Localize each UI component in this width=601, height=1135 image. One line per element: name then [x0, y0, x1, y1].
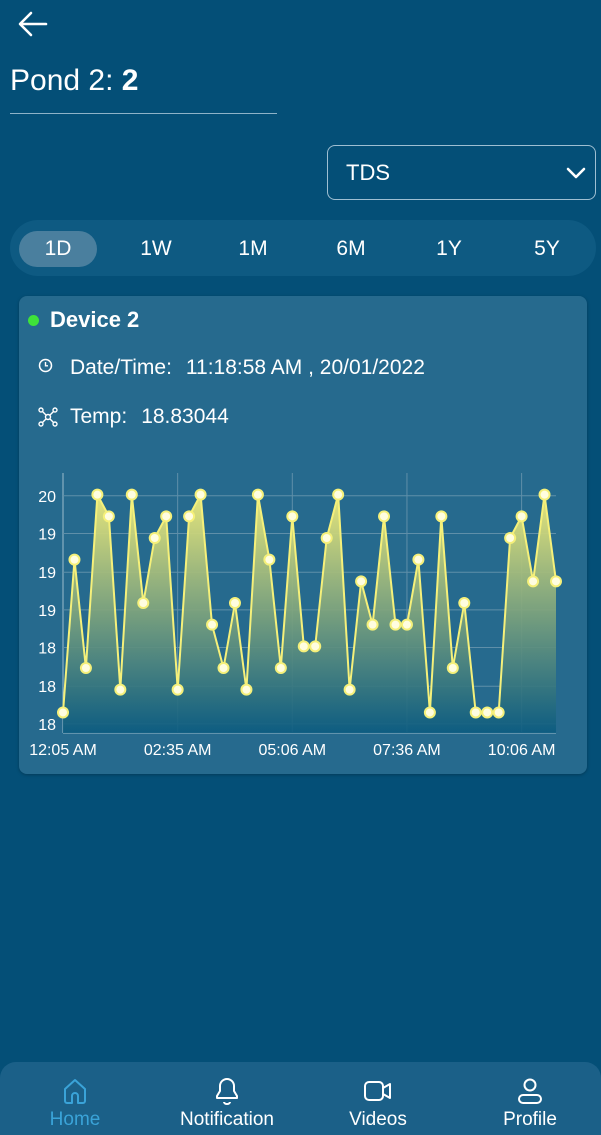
- y-tick-label: 18: [38, 679, 56, 696]
- data-point: [114, 683, 127, 696]
- sensor-network-icon: [38, 407, 58, 427]
- video-camera-icon: [364, 1081, 391, 1101]
- title-underline: [10, 113, 277, 114]
- tab-5y[interactable]: 5Y: [534, 237, 560, 260]
- temp-value: 18.83044: [141, 405, 229, 428]
- data-point: [309, 640, 322, 653]
- data-point: [297, 640, 310, 653]
- data-point: [91, 488, 104, 501]
- y-tick-label: 18: [38, 717, 56, 734]
- data-point: [263, 553, 276, 566]
- tab-1w[interactable]: 1W: [140, 237, 172, 260]
- temp-row: Temp: 18.83044: [70, 405, 229, 429]
- tds-chart: 18 18 18 19 19 19 20 12:05 AM 02:35 AM 05:06 AM 07…: [29, 473, 562, 759]
- data-point: [332, 488, 345, 501]
- data-point: [183, 510, 196, 523]
- data-point: [320, 532, 333, 544]
- status-dot: [28, 315, 39, 326]
- data-point: [194, 488, 207, 501]
- y-tick-label: 19: [38, 526, 56, 543]
- data-point: [366, 618, 379, 631]
- home-icon: [64, 1079, 86, 1104]
- nav-videos[interactable]: Videos: [303, 1062, 453, 1135]
- data-point: [102, 510, 115, 523]
- clock-icon: [38, 358, 53, 373]
- x-tick-label: 07:36 AM: [373, 742, 441, 759]
- tab-1m[interactable]: 1M: [238, 237, 268, 260]
- data-point: [527, 575, 540, 588]
- temp-label: Temp:: [70, 405, 128, 428]
- data-point: [492, 706, 505, 719]
- data-point: [515, 510, 528, 523]
- data-point: [550, 575, 562, 588]
- y-tick-label: 20: [38, 489, 56, 506]
- data-point: [274, 662, 287, 674]
- nav-label: Home: [49, 1109, 101, 1130]
- data-point: [125, 488, 138, 501]
- data-point: [240, 683, 253, 696]
- y-tick-label: 18: [38, 640, 56, 657]
- datetime-label: Date/Time:: [70, 356, 172, 379]
- data-point: [79, 662, 92, 674]
- datetime-value: 11:18:58 AM , 20/01/2022: [185, 356, 425, 379]
- data-point: [378, 510, 391, 523]
- chevron-down-icon: [566, 167, 586, 179]
- device-name: Device 2: [50, 307, 140, 332]
- range-tabs: 1D 1W 1M 6M 1Y 5Y: [10, 220, 596, 276]
- nav-label: Notification: [180, 1109, 274, 1130]
- page-title: Pond 2: 2: [10, 64, 138, 98]
- data-point: [446, 662, 459, 674]
- data-point: [504, 532, 517, 544]
- dropdown-selected-value: TDS: [346, 159, 390, 185]
- data-point: [343, 683, 356, 696]
- y-tick-label: 19: [38, 565, 56, 582]
- data-point: [469, 706, 482, 719]
- bottom-nav: Home Notification Videos Profile: [0, 1062, 601, 1135]
- data-point: [400, 618, 413, 631]
- data-point: [458, 597, 471, 609]
- data-point: [435, 510, 448, 523]
- tab-6m[interactable]: 6M: [336, 237, 366, 260]
- bell-icon: [216, 1078, 238, 1105]
- nav-notification[interactable]: Notification: [152, 1062, 302, 1135]
- data-point: [137, 597, 150, 609]
- data-point: [251, 488, 264, 501]
- x-tick-label: 02:35 AM: [144, 742, 212, 759]
- parameter-dropdown[interactable]: TDS: [327, 145, 596, 200]
- nav-profile[interactable]: Profile: [455, 1062, 601, 1135]
- area-fill: [63, 494, 556, 733]
- x-tick-label: 05:06 AM: [258, 742, 326, 759]
- nav-label: Profile: [503, 1109, 557, 1130]
- data-point: [389, 618, 402, 631]
- y-tick-label: 19: [38, 603, 56, 620]
- data-point: [68, 553, 81, 566]
- datetime-row: Date/Time: 11:18:58 AM , 20/01/2022: [70, 356, 425, 380]
- user-icon: [518, 1078, 542, 1104]
- x-tick-label: 10:06 AM: [488, 742, 556, 759]
- arrow-left-icon: [18, 11, 48, 37]
- data-point: [412, 553, 425, 566]
- data-point: [538, 488, 551, 501]
- back-button[interactable]: [16, 10, 50, 38]
- data-point: [228, 597, 241, 609]
- data-point: [57, 706, 69, 719]
- data-point: [148, 532, 161, 544]
- tab-1y[interactable]: 1Y: [436, 237, 462, 260]
- data-point: [481, 706, 494, 719]
- nav-label: Videos: [349, 1109, 407, 1130]
- data-point: [355, 575, 368, 588]
- data-point: [160, 510, 173, 523]
- data-point: [206, 618, 219, 631]
- data-point: [286, 510, 299, 523]
- data-point: [217, 662, 230, 674]
- data-point: [171, 683, 184, 696]
- title-prefix: Pond 2:: [10, 64, 122, 97]
- data-point: [423, 706, 436, 719]
- nav-home[interactable]: Home: [0, 1062, 150, 1135]
- title-value: 2: [121, 64, 139, 97]
- x-tick-label: 12:05 AM: [29, 742, 97, 759]
- tab-1d[interactable]: 1D: [19, 231, 97, 267]
